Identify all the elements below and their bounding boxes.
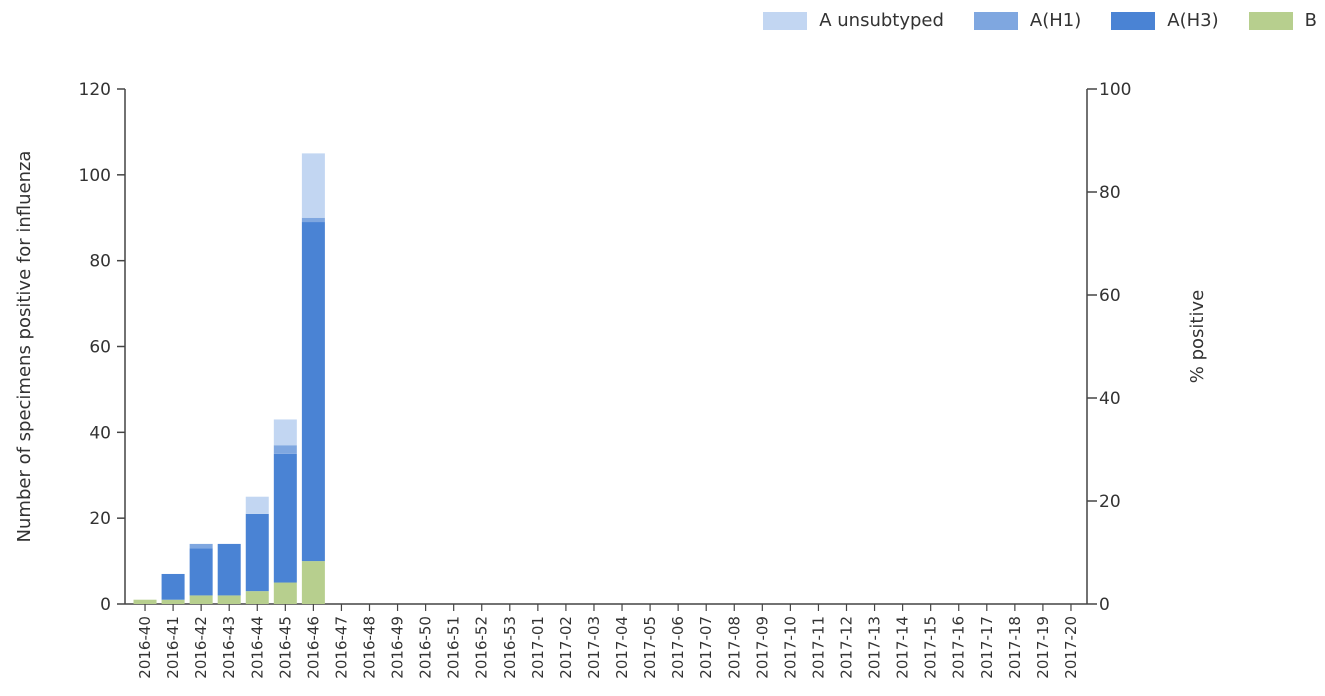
- x-tick-label: 2017-16: [950, 616, 968, 679]
- x-tick-label: 2016-43: [220, 616, 238, 679]
- x-tick-label: 2017-17: [978, 616, 996, 679]
- legend-item: A unsubtyped: [763, 10, 944, 31]
- x-tick-label: 2016-40: [136, 616, 154, 679]
- x-tick-label: 2017-09: [753, 616, 771, 679]
- x-tick-label: 2016-42: [192, 616, 210, 679]
- x-tick-label: 2017-03: [585, 616, 603, 679]
- y2-tick-label: 20: [1099, 492, 1121, 512]
- x-tick-label: 2016-51: [445, 616, 463, 679]
- legend-item: A(H1): [973, 10, 1082, 31]
- bar-segment: [189, 543, 213, 549]
- y-tick-label: 20: [89, 509, 111, 529]
- legend-label: A(H3): [1167, 10, 1219, 31]
- y-axis-title: Number of specimens positive for influen…: [14, 151, 35, 543]
- x-tick-label: 2017-04: [613, 616, 631, 679]
- x-tick-label: 2017-01: [529, 616, 547, 679]
- bar-segment: [217, 595, 241, 604]
- y-tick-label: 40: [89, 423, 111, 443]
- legend-swatch: [973, 11, 1018, 30]
- y2-tick-label: 80: [1099, 183, 1121, 203]
- bar-segment: [273, 582, 297, 604]
- legend-item: B: [1248, 10, 1317, 31]
- bar-segment: [161, 573, 185, 600]
- x-tick-label: 2017-20: [1062, 616, 1080, 679]
- y-tick-label: 60: [89, 338, 111, 358]
- bar-segment: [189, 595, 213, 604]
- y2-tick-label: 0: [1099, 595, 1110, 615]
- x-tick-label: 2017-05: [641, 616, 659, 679]
- bar-segment: [189, 548, 213, 596]
- legend-swatch: [763, 11, 808, 30]
- y-tick-label: 120: [79, 80, 111, 100]
- y2-tick-label: 40: [1099, 389, 1121, 409]
- bar-segment: [161, 599, 185, 604]
- chart-legend: A unsubtyped A(H1) A(H3) B: [733, 10, 1317, 31]
- bar-segment: [273, 419, 297, 446]
- x-tick-label: 2016-53: [501, 616, 519, 679]
- legend-item: A(H3): [1111, 10, 1219, 31]
- x-tick-label: 2017-11: [809, 616, 827, 679]
- x-tick-label: 2016-50: [417, 616, 435, 679]
- x-tick-label: 2017-08: [725, 616, 743, 679]
- x-tick-label: 2017-14: [894, 616, 912, 679]
- x-tick-label: 2017-07: [697, 616, 715, 679]
- legend-label: A unsubtyped: [819, 10, 944, 31]
- bar-segment: [301, 561, 325, 604]
- x-tick-label: 2017-02: [557, 616, 575, 679]
- y-tick-label: 0: [100, 595, 111, 615]
- bar-segment: [245, 496, 269, 514]
- bar-segment: [217, 543, 241, 596]
- x-tick-label: 2016-52: [473, 616, 491, 679]
- legend-label: B: [1304, 10, 1317, 31]
- bar-segment: [301, 222, 325, 562]
- bar-segment: [133, 599, 157, 604]
- x-tick-label: 2016-47: [332, 616, 350, 679]
- bar-segment: [273, 445, 297, 454]
- legend-label: A(H1): [1029, 10, 1082, 31]
- x-tick-label: 2016-45: [276, 616, 294, 679]
- x-tick-label: 2016-44: [248, 616, 266, 679]
- bar-segment: [301, 153, 325, 218]
- y2-tick-label: 60: [1099, 286, 1121, 306]
- x-tick-label: 2016-49: [389, 616, 407, 679]
- x-tick-label: 2016-46: [304, 616, 322, 679]
- y2-tick-label: 100: [1099, 80, 1131, 100]
- y-tick-label: 80: [89, 252, 111, 272]
- bar-segment: [273, 453, 297, 583]
- x-tick-label: 2016-41: [164, 616, 182, 679]
- x-tick-label: 2017-15: [922, 616, 940, 679]
- x-tick-label: 2016-48: [361, 616, 379, 679]
- bar-segment: [301, 217, 325, 223]
- y2-axis-title: % positive: [1187, 290, 1208, 383]
- x-tick-label: 2017-12: [838, 616, 856, 679]
- x-tick-label: 2017-13: [866, 616, 884, 679]
- legend-swatch: [1111, 11, 1156, 30]
- bar-segment: [245, 591, 269, 604]
- x-tick-label: 2017-19: [1034, 616, 1052, 679]
- y-tick-label: 100: [79, 166, 111, 186]
- x-tick-label: 2017-06: [669, 616, 687, 679]
- bar-segment: [245, 513, 269, 592]
- legend-swatch: [1248, 11, 1293, 30]
- x-tick-label: 2017-10: [781, 616, 799, 679]
- x-tick-label: 2017-18: [1006, 616, 1024, 679]
